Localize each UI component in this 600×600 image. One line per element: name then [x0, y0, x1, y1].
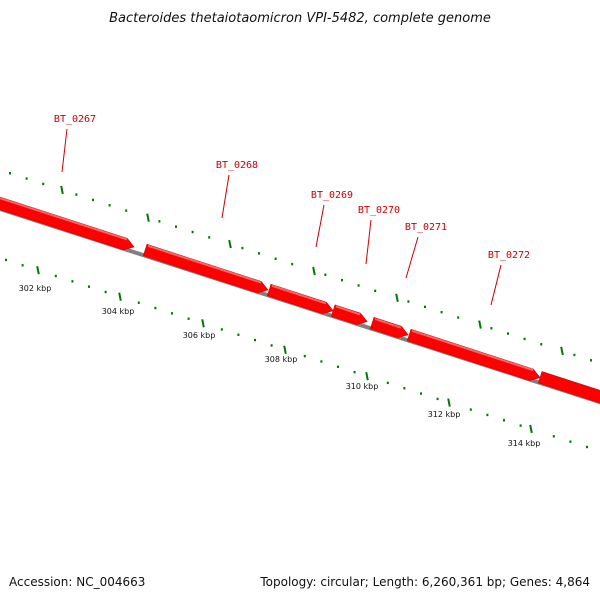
- lower-tick-track: [5, 258, 588, 449]
- upper-tick-track: [9, 172, 592, 362]
- gene-arrow-bt-0271[interactable]: [369, 317, 409, 339]
- scale-label: 314 kbp: [508, 439, 541, 448]
- accession-text: Accession: NC_004663: [9, 575, 146, 589]
- major-tick: [228, 239, 232, 249]
- major-tick: [283, 345, 287, 354]
- scale-label: 312 kbp: [428, 410, 461, 419]
- leader-line: [490, 264, 502, 306]
- major-tick: [312, 266, 316, 276]
- gene-arrow-bt-0268[interactable]: [142, 243, 269, 294]
- major-tick: [36, 266, 40, 275]
- major-tick: [560, 346, 564, 356]
- gene-label[interactable]: BT_0272: [488, 250, 530, 261]
- major-tick: [529, 424, 533, 434]
- genome-summary-text: Topology: circular; Length: 6,260,361 bp…: [260, 575, 590, 589]
- major-tick: [201, 319, 205, 328]
- gene-label-track: BT_0267 BT_0268 BT_0269 BT_0270 BT_0271 BT_02…: [54, 114, 530, 306]
- major-tick: [60, 185, 64, 195]
- scale-label-track: 302 kbp 304 kbp 306 kbp 308 kbp 310 kbp 312 k…: [19, 284, 541, 448]
- gene-arrow-bt-0272[interactable]: [406, 328, 541, 381]
- gene-label[interactable]: BT_0270: [358, 205, 400, 216]
- leader-line: [405, 236, 419, 279]
- scale-label: 304 kbp: [102, 307, 135, 316]
- gene-label[interactable]: BT_0267: [54, 114, 96, 125]
- major-tick: [395, 293, 399, 303]
- major-tick: [118, 292, 122, 301]
- scale-label: 306 kbp: [183, 331, 216, 340]
- gene-arrow-bt-0269[interactable]: [266, 283, 334, 315]
- scale-label: 308 kbp: [265, 355, 298, 364]
- leader-line: [221, 174, 230, 219]
- leader-line: [365, 219, 372, 265]
- leader-line: [315, 204, 325, 248]
- major-tick: [478, 320, 482, 329]
- major-tick: [365, 371, 369, 381]
- leader-line: [61, 128, 68, 173]
- gene-label[interactable]: BT_0271: [405, 222, 447, 233]
- major-tick: [447, 398, 451, 407]
- gene-arrow-bt-0270[interactable]: [330, 304, 368, 325]
- gene-label[interactable]: BT_0268: [216, 160, 258, 171]
- scale-label: 310 kbp: [346, 382, 379, 391]
- gene-track: [0, 194, 600, 406]
- gene-arrow-bt-0267[interactable]: [0, 194, 135, 251]
- gene-arrow-partial[interactable]: [537, 371, 600, 406]
- gene-label[interactable]: BT_0269: [311, 190, 353, 201]
- map-title: Bacteroides thetaiotaomicron VPI-5482, c…: [109, 11, 491, 26]
- major-tick: [146, 213, 150, 222]
- scale-label: 302 kbp: [19, 284, 52, 293]
